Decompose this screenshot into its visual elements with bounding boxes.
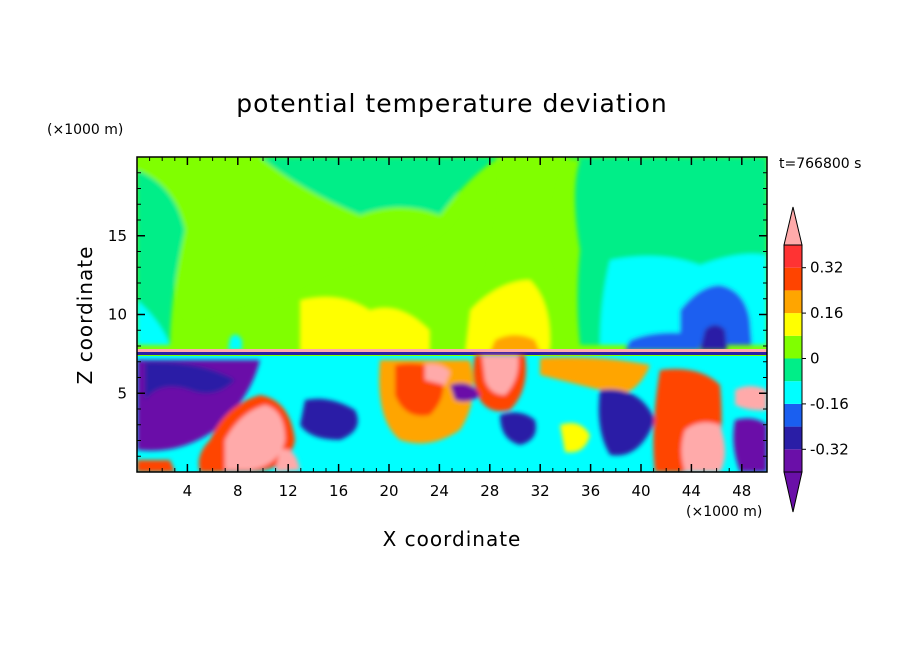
- x-tick-label: 24: [430, 482, 449, 500]
- x-tick-label: 8: [233, 482, 243, 500]
- x-tick-label: 12: [279, 482, 298, 500]
- colorbar-tick-label: -0.16: [810, 395, 849, 413]
- inversion-band-dark: [137, 352, 767, 355]
- colorbar-segment: [784, 335, 802, 359]
- field-right-darkblue: [700, 325, 727, 350]
- colorbar: 0.32 0.16 0 -0.16 -0.32: [783, 206, 849, 513]
- field-mid-yellow-left: [300, 296, 430, 352]
- field-lower-yellow: [560, 422, 590, 453]
- x-unit-label: (×1000 m): [686, 504, 762, 520]
- field-lower-darkblue-center: [500, 412, 536, 445]
- x-tick-label: 4: [183, 482, 193, 500]
- x-tick-label: 48: [732, 482, 751, 500]
- colorbar-extend-top: [783, 206, 803, 246]
- field-lower-red-corner: [137, 460, 175, 472]
- field-small-cyan: [228, 334, 242, 350]
- field-right-blue: [680, 285, 752, 345]
- colorbar-segment: [784, 358, 802, 382]
- y-axis-label: Z coordinate: [73, 246, 97, 385]
- field-mid-yellow-right: [465, 280, 550, 352]
- colorbar-extend-bottom: [783, 471, 803, 513]
- colorbar-segment: [784, 381, 802, 404]
- x-tick-label: 40: [631, 482, 650, 500]
- colorbar-segment: [784, 403, 802, 427]
- field-lower-pink-small: [275, 449, 300, 472]
- field-top-teal: [137, 157, 500, 215]
- y-tick-label: 15: [108, 227, 127, 245]
- field-left-cyan: [137, 300, 170, 345]
- x-axis-label: X coordinate: [383, 527, 522, 551]
- colorbar-segment: [784, 449, 802, 472]
- field-lower-orange-right: [540, 357, 650, 395]
- colorbar-tick-label: -0.32: [810, 440, 849, 458]
- colorbar-tick-label: 0: [810, 350, 820, 368]
- colorbar-segment: [784, 245, 802, 268]
- colorbar-segment: [784, 290, 802, 314]
- x-tick-label: 32: [531, 482, 550, 500]
- field-lower-purple-right: [733, 418, 767, 472]
- time-label: t=766800 s: [779, 156, 861, 172]
- field-lower-pink-mid: [425, 364, 450, 385]
- field-lower-darkblue-left: [145, 361, 235, 400]
- x-tick-label: 16: [329, 482, 348, 500]
- field-lower-purple-mid: [450, 382, 480, 402]
- y-tick-label: 10: [108, 306, 127, 324]
- colorbar-segment: [784, 313, 802, 336]
- field-mid-orange: [490, 335, 540, 352]
- x-axis-ticks: 4 8 12 16 20 24 28 32 36 40 44 48: [149, 157, 755, 500]
- field-lower-pink-center: [482, 356, 519, 395]
- chart-title: potential temperature deviation: [236, 89, 667, 118]
- colorbar-tick-label: 0.16: [810, 304, 843, 322]
- x-tick-label: 44: [682, 482, 701, 500]
- x-tick-label: 20: [379, 482, 398, 500]
- colorbar-segment: [784, 267, 802, 291]
- field-lower-darkblue-mid: [300, 398, 358, 440]
- y-tick-label: 5: [117, 384, 127, 402]
- y-unit-label: (×1000 m): [47, 122, 123, 138]
- field-lower-pink-right: [681, 422, 725, 472]
- x-tick-label: 28: [480, 482, 499, 500]
- y-axis-ticks: 5 10 15: [108, 172, 767, 457]
- x-tick-label: 36: [581, 482, 600, 500]
- field-lower-pink-left: [225, 405, 285, 470]
- colorbar-tick-label: 0.32: [810, 259, 843, 277]
- field-lower-pink-far-right: [735, 386, 767, 411]
- field-left-teal: [137, 170, 185, 345]
- contour-field: [137, 157, 767, 472]
- field-lower-darkblue-right: [598, 389, 655, 456]
- field-right-blue-2: [625, 332, 700, 350]
- colorbar-segment: [784, 426, 802, 450]
